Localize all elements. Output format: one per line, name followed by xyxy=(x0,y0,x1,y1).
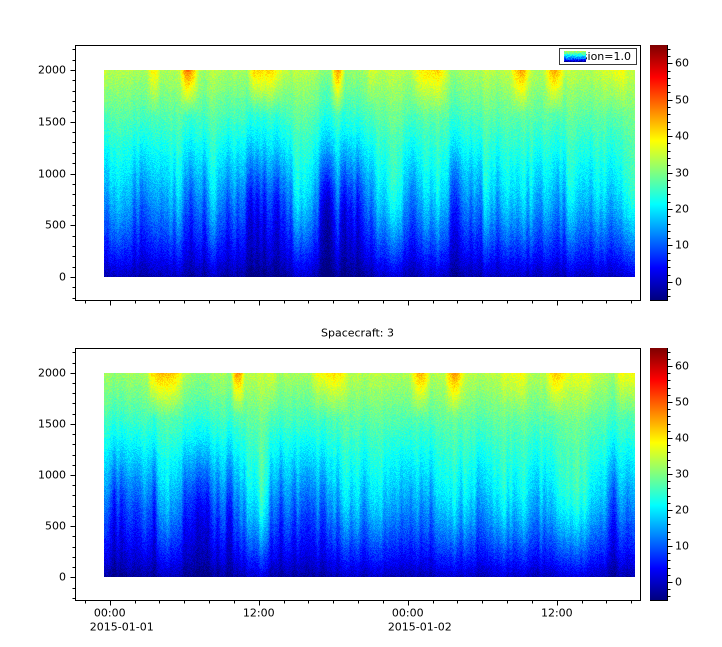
colorbar-top xyxy=(650,45,667,300)
y-tick-label: 0 xyxy=(59,570,66,584)
colorbar-bottom xyxy=(650,348,667,600)
legend: Version=1.0 xyxy=(558,48,637,65)
colorbar-tick-label: 50 xyxy=(675,395,689,409)
x-date-label: 2015-01-02 xyxy=(387,620,452,634)
colorbar-tick-label: 50 xyxy=(675,93,689,107)
colorbar-tick-label: 0 xyxy=(675,575,682,589)
y-tick-label: 0 xyxy=(59,270,66,284)
y-tick-label: 500 xyxy=(45,519,66,533)
y-tick-label: 1500 xyxy=(38,115,66,129)
colorbar-tick-label: 30 xyxy=(675,166,689,179)
y-tick-label: 2000 xyxy=(38,63,66,77)
colormap-swatch-icon xyxy=(563,51,586,62)
y-tick-label: 1500 xyxy=(38,417,66,431)
colorbar-tick-label: 10 xyxy=(675,539,689,553)
colorbar-tick-label: 40 xyxy=(675,129,689,143)
y-tick-label: 1000 xyxy=(38,167,66,181)
x-tick-label: 12:00 xyxy=(242,606,275,620)
colorbar-tick-label: 30 xyxy=(675,467,689,481)
heatmap-top xyxy=(104,70,635,277)
y-tick-label: 500 xyxy=(45,218,66,232)
x-date-label: 2015-01-01 xyxy=(89,620,154,634)
x-tick-label: 00:00 xyxy=(391,606,424,620)
x-tick-label: 00:00 xyxy=(93,606,126,620)
colorbar-tick-label: 60 xyxy=(675,359,689,373)
x-tick-label: 12:00 xyxy=(540,606,573,620)
page-title: Spacecraft: 3 xyxy=(320,326,395,340)
colorbar-tick-label: 60 xyxy=(675,56,689,70)
colorbar-tick-label: 20 xyxy=(675,503,689,517)
colorbar-tick-label: 20 xyxy=(675,202,689,216)
y-tick-label: 1000 xyxy=(38,468,66,482)
colorbar-tick-label: 0 xyxy=(675,275,682,289)
colorbar-tick-label: 10 xyxy=(675,238,689,252)
colorbar-tick-label: 40 xyxy=(675,431,689,445)
y-tick-label: 2000 xyxy=(38,366,66,380)
heatmap-bottom xyxy=(104,373,635,577)
